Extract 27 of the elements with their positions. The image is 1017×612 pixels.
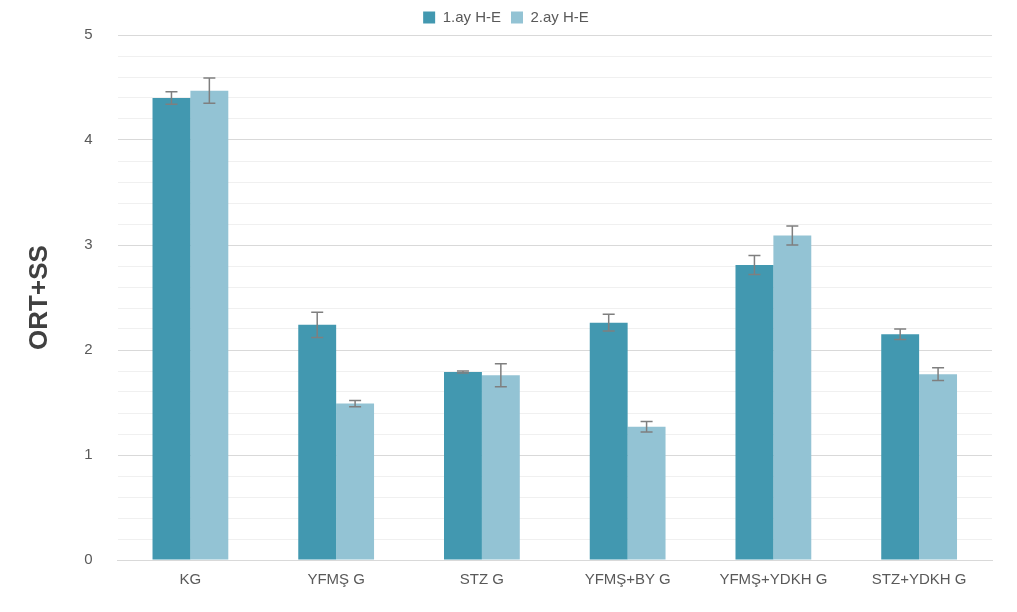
x-tick-label: YFMŞ G [307,570,365,588]
y-tick-label: 4 [84,130,93,148]
y-tick-label: 0 [84,550,93,568]
x-tick-label: STZ G [459,570,504,588]
x-tick-label: KG [179,570,202,588]
x-tick-label: STZ+YDKH G [871,570,967,588]
legend-label: 1.ay H-E [442,7,502,25]
bar [190,90,229,560]
y-tick-label: 3 [84,235,93,253]
y-axis-title: ORT+SS [22,245,53,350]
y-tick-label: 2 [84,340,93,358]
bar [773,235,812,560]
bar [481,375,520,560]
y-tick-label: 1 [84,445,93,463]
bar [627,426,666,560]
x-tick-label: YFMŞ+YDKH G [719,570,828,588]
bar [735,264,774,560]
bar [919,374,958,560]
bar [444,372,482,560]
x-tick-label: YFMŞ+BY G [584,570,671,588]
bar [298,324,337,560]
bar [336,403,375,560]
y-tick-label: 5 [84,25,93,43]
bar [881,334,920,560]
bar [152,98,191,560]
legend-label: 2.ay H-E [530,7,589,25]
bar [589,322,628,560]
